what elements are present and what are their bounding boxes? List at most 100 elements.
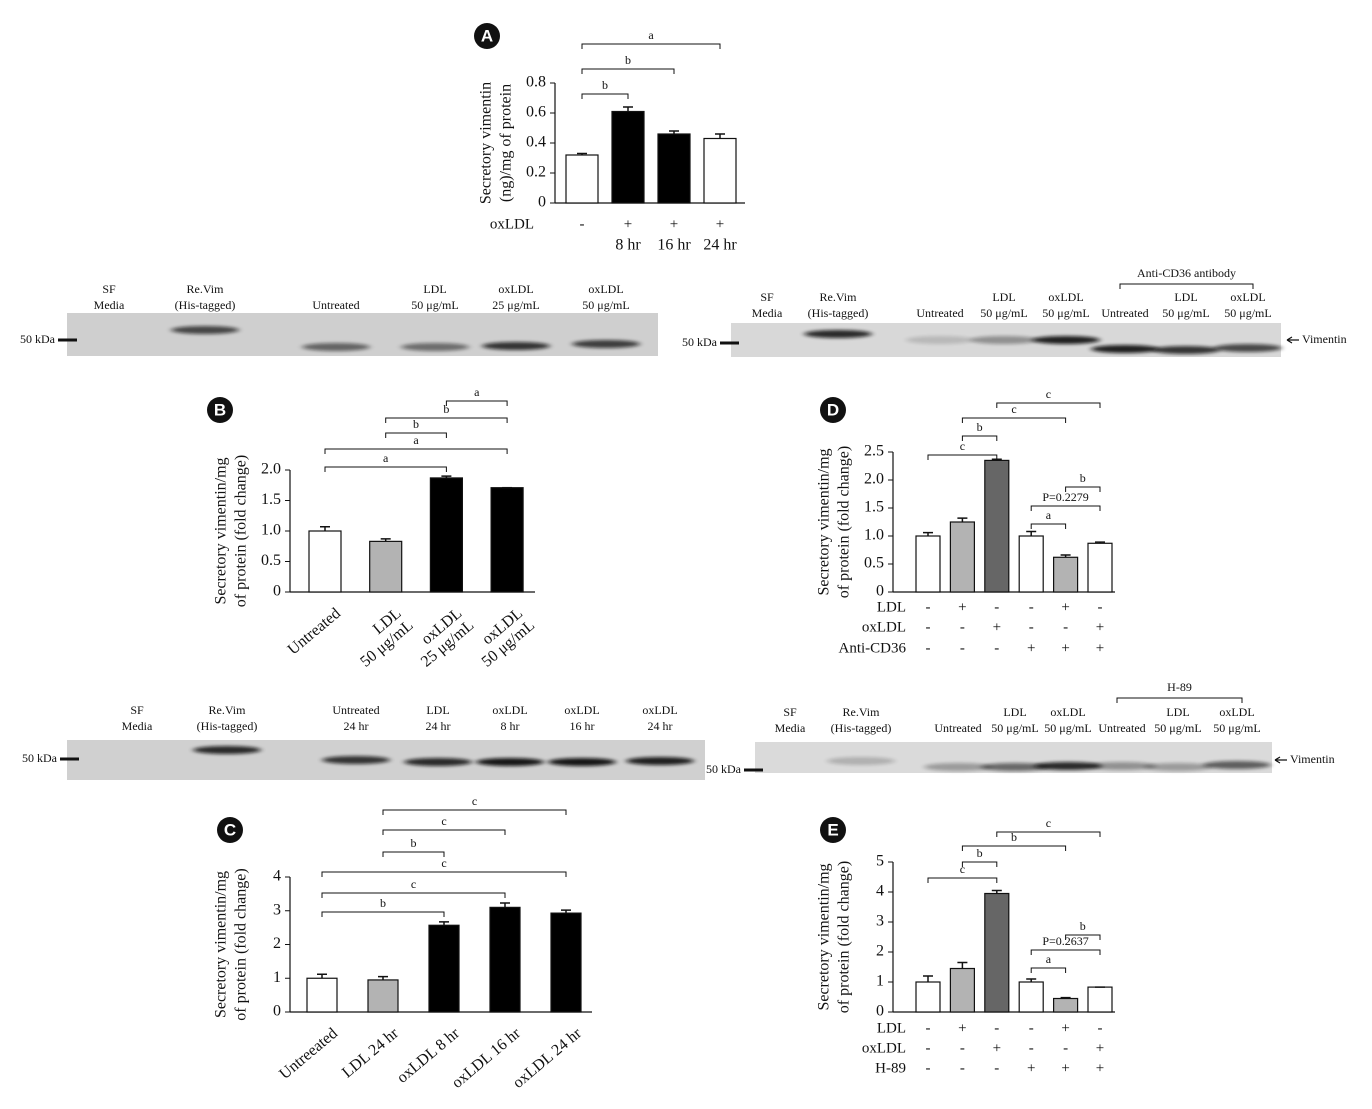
bar (306, 977, 338, 1013)
panel-label: E (827, 820, 838, 839)
lane-label: Media (775, 721, 806, 735)
lane-label: oxLDL (564, 703, 599, 717)
lane-label: oxLDL (1048, 290, 1083, 304)
error-bar (378, 975, 388, 980)
significance-bracket (1030, 967, 1067, 973)
error-bar (1026, 978, 1037, 982)
significance-label: b (1080, 919, 1086, 933)
y-tick-label: 0 (273, 1003, 281, 1020)
blot-band (981, 763, 1049, 771)
significance-bracket (581, 43, 721, 49)
significance-label: b (443, 402, 449, 416)
y-axis-label: Secretory vimentin/mg (213, 457, 230, 604)
significance-label: b (625, 53, 631, 67)
lane-label: LDL (1174, 290, 1197, 304)
y-axis-label: of protein (fold change) (233, 868, 250, 1020)
lane-label: LDL (1166, 705, 1189, 719)
significance-label: b (1011, 830, 1017, 844)
lane-label: 50 μg/mL (411, 298, 458, 312)
condition-label: Anti-CD36 (839, 640, 907, 656)
bar (550, 912, 582, 1013)
y-axis-label: Secretory vimentin/mg (816, 863, 833, 1010)
lane-label: LDL (423, 282, 446, 296)
lane-label: 50 μg/mL (980, 306, 1027, 320)
condition-value: + (1027, 640, 1035, 656)
lane-label: Untreated (1101, 306, 1148, 320)
significance-label: b (411, 836, 417, 850)
lane-label: 50 μg/mL (1224, 306, 1271, 320)
y-tick-label: 0.5 (261, 552, 281, 569)
bar (369, 540, 403, 593)
error-bar (991, 889, 1002, 894)
lane-label: 24 hr (426, 719, 451, 733)
lane-label: oxLDL (498, 282, 533, 296)
significance-label: a (1046, 508, 1052, 522)
condition-value: + (1061, 640, 1069, 656)
significance-label: c (1046, 816, 1051, 830)
target-label: Vimentin (1290, 752, 1335, 766)
bar (429, 477, 463, 593)
blot-band (924, 763, 992, 771)
condition-value: + (958, 599, 966, 615)
lane-label: Media (94, 298, 125, 312)
error-bar (1095, 541, 1105, 544)
condition-value: - (1029, 619, 1034, 635)
condition-value: - (1029, 599, 1034, 615)
significance-label: P=0.2279 (1042, 490, 1088, 504)
condition-value: + (1096, 640, 1104, 656)
lane-label: LDL (992, 290, 1015, 304)
blot-membrane (67, 313, 658, 356)
significance-label: a (383, 451, 389, 465)
blot-band (1091, 345, 1159, 353)
error-bar (439, 921, 449, 926)
group-line (1119, 283, 1254, 289)
significance-label: c (960, 862, 965, 876)
lane-label: Untreated (312, 298, 359, 312)
bar (949, 967, 976, 1013)
condition-value: - (994, 1060, 999, 1076)
blot-band (906, 336, 974, 344)
error-bar (1060, 554, 1071, 558)
y-tick-label: 0 (273, 583, 281, 600)
condition-value: + (993, 619, 1001, 635)
bar (367, 979, 399, 1013)
bar (611, 110, 645, 204)
significance-bracket (961, 417, 1067, 423)
significance-bracket (1065, 486, 1101, 492)
significance-bracket (382, 809, 567, 815)
panel-badge (217, 817, 243, 843)
lane-label: 50 μg/mL (582, 298, 629, 312)
significance-bracket (961, 435, 998, 441)
condition-value: - (994, 640, 999, 656)
condition-value: + (624, 216, 632, 232)
significance-label: a (474, 385, 480, 399)
significance-bracket (927, 877, 998, 883)
lane-label: (His-tagged) (831, 721, 892, 735)
y-tick-label: 2.0 (261, 461, 281, 478)
y-tick-label: 4 (273, 868, 281, 885)
significance-bracket (445, 400, 508, 406)
y-axis-label: Secretory vimentin/mg (213, 871, 230, 1018)
significance-label: b (977, 846, 983, 860)
condition-value: - (1098, 599, 1103, 615)
condition-value: + (1096, 1060, 1104, 1076)
lane-label: oxLDL (1050, 705, 1085, 719)
y-tick-label: 2.5 (864, 443, 884, 460)
group-line (1116, 697, 1243, 703)
lane-label: 50 μg/mL (991, 721, 1038, 735)
y-tick-label: 2 (273, 935, 281, 952)
target-arrow (1274, 756, 1287, 764)
bar (1087, 542, 1113, 593)
y-tick-label: 3 (273, 901, 281, 918)
condition-value: - (926, 1020, 931, 1036)
bar (308, 530, 342, 593)
blot-band (827, 757, 895, 765)
condition-value: + (1096, 1040, 1104, 1056)
panel-label: D (827, 400, 839, 419)
condition-value: - (960, 640, 965, 656)
lane-label: SF (130, 703, 144, 717)
lane-label: SF (783, 705, 797, 719)
lane-label: (His-tagged) (808, 306, 869, 320)
lane-label: oxLDL (1219, 705, 1254, 719)
panel-badge (820, 397, 846, 423)
